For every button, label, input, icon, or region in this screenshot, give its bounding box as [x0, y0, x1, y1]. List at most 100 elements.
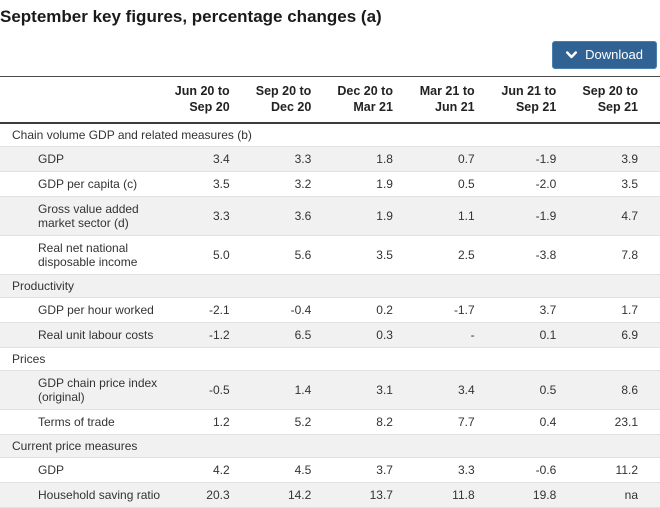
table-body: Chain volume GDP and related measures (b… [0, 123, 660, 508]
value-cell: 3.6 [251, 196, 334, 236]
row-label: GDP per capita (c) [0, 171, 170, 197]
value-cell: 20.3 [170, 482, 252, 508]
download-button-label: Download [585, 47, 643, 62]
row-label: Real unit labour costs [0, 322, 170, 348]
value-cell: 3.3 [170, 196, 252, 236]
value-cell: -1.2 [170, 322, 252, 348]
row-label: GDP [0, 146, 170, 172]
value-cell: 6.9 [578, 322, 660, 348]
value-cell: 3.2 [251, 171, 334, 197]
period-column-header: Sep 20 to Sep 21 [578, 76, 660, 124]
value-cell: 3.3 [251, 146, 334, 172]
value-cell: 8.2 [333, 409, 415, 435]
value-cell: 3.7 [496, 297, 579, 323]
value-cell: 1.8 [333, 146, 415, 172]
table-row: GDP 3.4 3.3 1.8 0.7 -1.9 3.9 [0, 146, 660, 172]
value-cell: 1.7 [578, 297, 660, 323]
value-cell: 3.1 [333, 370, 415, 410]
table-row: Gross value added market sector (d) 3.3 3.… [0, 196, 660, 236]
value-cell: 7.7 [414, 409, 497, 435]
value-cell: 3.3 [414, 457, 497, 483]
row-label: Gross value added market sector (d) [0, 196, 170, 236]
value-cell: 1.1 [414, 196, 497, 236]
row-label: GDP per hour worked [0, 297, 170, 323]
value-cell: 5.2 [251, 409, 334, 435]
page-title: September key figures, percentage change… [0, 7, 382, 26]
value-cell: 4.5 [251, 457, 334, 483]
value-cell: -1.9 [496, 146, 579, 172]
toolbar: Download [0, 41, 657, 69]
period-column-header: Sep 20 to Dec 20 [251, 76, 334, 124]
value-cell: 2.5 [414, 235, 497, 275]
chevron-down-icon [566, 50, 578, 59]
download-button[interactable]: Download [552, 41, 657, 69]
value-cell: 4.7 [578, 196, 660, 236]
value-cell: - [414, 322, 497, 348]
section-heading-row: Productivity [0, 274, 660, 298]
period-column-header: Dec 20 to Mar 21 [333, 76, 415, 124]
value-cell: -0.5 [170, 370, 252, 410]
period-column-header: Jun 20 to Sep 20 [170, 76, 252, 124]
value-cell: 1.9 [333, 196, 415, 236]
row-label: Household saving ratio [0, 482, 170, 508]
value-cell: 0.5 [414, 171, 497, 197]
value-cell: 0.1 [496, 322, 579, 348]
section-heading: Productivity [0, 274, 660, 298]
value-cell: 11.8 [414, 482, 497, 508]
section-heading-row: Chain volume GDP and related measures (b… [0, 123, 660, 147]
value-cell: 5.0 [170, 235, 252, 275]
period-column-header: Jun 21 to Sep 21 [496, 76, 579, 124]
section-heading-row: Prices [0, 347, 660, 371]
value-cell: 3.5 [578, 171, 660, 197]
section-heading: Prices [0, 347, 660, 371]
table-row: GDP per hour worked -2.1 -0.4 0.2 -1.7 3.7 1.7 [0, 297, 660, 323]
table-header-row: Jun 20 to Sep 20 Sep 20 to Dec 20 Dec 20 to M… [0, 76, 660, 124]
table-row: Terms of trade 1.2 5.2 8.2 7.7 0.4 23.1 [0, 409, 660, 435]
value-cell: 3.5 [170, 171, 252, 197]
value-cell: 0.7 [414, 146, 497, 172]
empty-corner-cell [0, 76, 170, 124]
value-cell: 1.4 [251, 370, 334, 410]
row-label: Terms of trade [0, 409, 170, 435]
value-cell: 13.7 [333, 482, 415, 508]
value-cell: 14.2 [251, 482, 334, 508]
period-column-header: Mar 21 to Jun 21 [414, 76, 497, 124]
table-row: GDP 4.2 4.5 3.7 3.3 -0.6 11.2 [0, 457, 660, 483]
value-cell: 19.8 [496, 482, 579, 508]
value-cell: 7.8 [578, 235, 660, 275]
row-label: GDP chain price index (original) [0, 370, 170, 410]
value-cell: 3.4 [414, 370, 497, 410]
value-cell: -1.7 [414, 297, 497, 323]
value-cell: 0.5 [496, 370, 579, 410]
table-row: GDP chain price index (original) -0.5 1.4 3… [0, 370, 660, 410]
table-row: Real unit labour costs -1.2 6.5 0.3-0.1 6.9 [0, 322, 660, 348]
value-cell: 11.2 [578, 457, 660, 483]
row-label: GDP [0, 457, 170, 483]
value-cell: 6.5 [251, 322, 334, 348]
value-cell: 3.7 [333, 457, 415, 483]
table-row: Real net national disposable income 5.0 5.… [0, 235, 660, 275]
section-heading: Chain volume GDP and related measures (b… [0, 123, 660, 147]
value-cell: 0.4 [496, 409, 579, 435]
table-header: Jun 20 to Sep 20 Sep 20 to Dec 20 Dec 20 to M… [0, 76, 660, 124]
section-heading-row: Current price measures [0, 434, 660, 458]
key-figures-table: Jun 20 to Sep 20 Sep 20 to Dec 20 Dec 20 to M… [0, 76, 660, 508]
value-cell: 23.1 [578, 409, 660, 435]
value-cell: 5.6 [251, 235, 334, 275]
value-cell: -0.6 [496, 457, 579, 483]
value-cell: 3.5 [333, 235, 415, 275]
table-row: Household saving ratio 20.3 14.2 13.7 11.8 19… [0, 482, 660, 508]
value-cell: 0.3 [333, 322, 415, 348]
value-cell: -2.1 [170, 297, 252, 323]
value-cell: 8.6 [578, 370, 660, 410]
value-cell: -2.0 [496, 171, 579, 197]
value-cell: -1.9 [496, 196, 579, 236]
section-heading: Current price measures [0, 434, 660, 458]
value-cell: -3.8 [496, 235, 579, 275]
value-cell: 3.4 [170, 146, 252, 172]
value-cell: 1.2 [170, 409, 252, 435]
table-row: GDP per capita (c) 3.5 3.2 1.9 0.5 -2.0 3.5 [0, 171, 660, 197]
value-cell: 3.9 [578, 146, 660, 172]
row-label: Real net national disposable income [0, 235, 170, 275]
